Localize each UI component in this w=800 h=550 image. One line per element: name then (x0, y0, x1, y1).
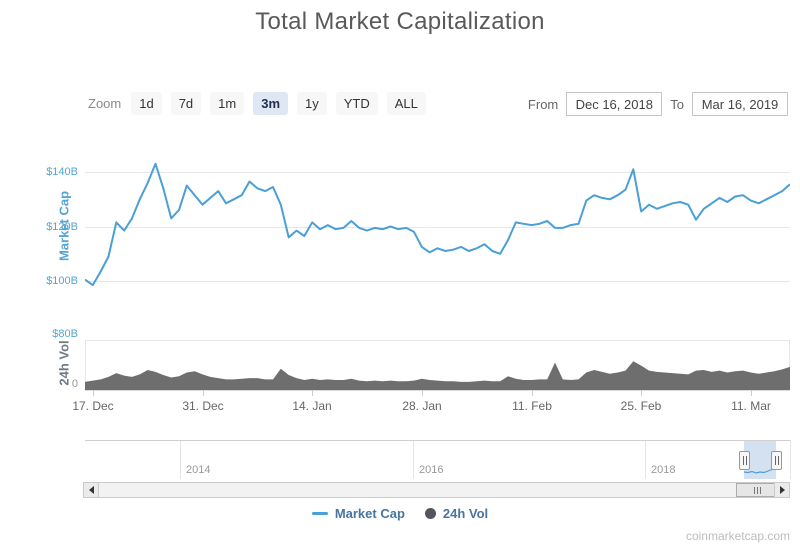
zoom-button-3m[interactable]: 3m (253, 92, 289, 115)
plot-area[interactable] (85, 150, 790, 390)
nav-year-2014: 2014 (186, 464, 211, 476)
to-date-input[interactable] (692, 92, 788, 116)
gridline-80b-vol (85, 340, 790, 341)
x-tick-mark (422, 390, 423, 396)
ytick-80b: $80B (52, 328, 78, 340)
gridline-100b (85, 281, 790, 282)
vol-pane-left-border (85, 340, 86, 390)
credits-link[interactable]: coinmarketcap.com (685, 529, 790, 543)
x-tick-mark (203, 390, 204, 396)
x-axis-label: 11. Mar (731, 399, 771, 413)
x-axis-label: 17. Dec (72, 399, 114, 413)
from-date-input[interactable] (566, 92, 663, 116)
scrollbar-thumb[interactable] (736, 483, 778, 497)
zoom-button-all[interactable]: ALL (386, 92, 426, 115)
zoom-button-1m[interactable]: 1m (210, 92, 245, 115)
line-swatch-icon (311, 512, 328, 515)
zoom-button-ytd[interactable]: YTD (335, 92, 378, 115)
legend-vol-label: 24h Vol (442, 506, 489, 521)
navigator-series-preview (743, 467, 777, 474)
date-range-group: From To (520, 92, 788, 116)
x-tick-mark (93, 390, 94, 396)
x-axis-label: 14. Jan (292, 399, 332, 413)
nav-year-2016: 2016 (419, 464, 444, 476)
legend: Market Cap 24h Vol (0, 506, 800, 521)
x-axis-label: 31. Dec (182, 399, 224, 413)
scrollbar[interactable] (83, 482, 790, 498)
x-tick-mark (751, 390, 752, 396)
navigator-right-handle[interactable] (771, 451, 782, 470)
left-arrow-icon (88, 486, 94, 494)
zoom-button-1y[interactable]: 1y (297, 92, 327, 115)
nav-year-2018: 2018 (651, 464, 676, 476)
zoom-button-group: Zoom 1d 7d 1m 3m 1y YTD ALL (88, 92, 435, 115)
market-cap-line-series (85, 162, 790, 287)
scrollbar-left-arrow[interactable] (84, 483, 99, 497)
zoom-button-7d[interactable]: 7d (170, 92, 202, 115)
x-tick-mark (532, 390, 533, 396)
vol-pane-right-border (789, 340, 790, 390)
from-label: From (527, 96, 559, 112)
gridline-120b (85, 227, 790, 228)
x-axis-label: 25. Feb (620, 399, 662, 413)
x-axis-line (85, 390, 790, 391)
zoom-label: Zoom (88, 96, 122, 111)
dot-swatch-icon (424, 508, 436, 519)
scrollbar-right-arrow[interactable] (774, 483, 789, 497)
right-arrow-icon (779, 486, 785, 494)
to-label: To (670, 96, 684, 112)
zoom-buttons: 1d 7d 1m 3m 1y YTD ALL (131, 92, 435, 115)
legend-market-cap-label: Market Cap (334, 506, 405, 521)
navigator-left-handle[interactable] (739, 451, 750, 470)
x-axis-label: 28. Jan (402, 399, 442, 413)
ytick-100b: $100B (46, 275, 78, 287)
page-title: Total Market Capitalization (255, 8, 545, 35)
ytick-140b: $140B (46, 166, 78, 178)
legend-item-24h-vol[interactable]: 24h Vol (424, 506, 489, 521)
x-tick-mark (641, 390, 642, 396)
nav-gridline-2016 (413, 441, 414, 479)
ytick-120b: $120B (46, 221, 78, 233)
nav-gridline-2014 (180, 441, 181, 479)
legend-item-market-cap[interactable]: Market Cap (311, 506, 405, 521)
navigator[interactable]: 2014 2016 2018 (85, 440, 791, 479)
ytick-0: 0 (71, 378, 78, 390)
nav-gridline-2018 (645, 441, 646, 479)
zoom-button-1d[interactable]: 1d (131, 92, 162, 115)
x-tick-mark (312, 390, 313, 396)
x-axis-label: 11. Feb (512, 399, 552, 413)
volume-area-series (85, 361, 790, 390)
gridline-140b (85, 172, 790, 173)
